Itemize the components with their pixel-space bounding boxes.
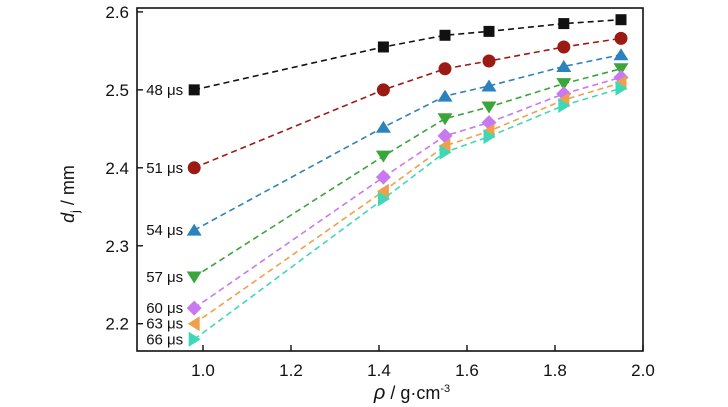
- series-label: 60 μs: [146, 300, 183, 317]
- data-point-circle: [438, 62, 452, 76]
- data-point-triangle-up: [613, 48, 629, 61]
- y-tick-label: 2.5: [105, 81, 129, 100]
- y-tick-label: 2.4: [105, 159, 129, 178]
- data-point-diamond: [186, 300, 202, 316]
- series-label: 48 μs: [146, 82, 183, 99]
- series-label: 63 μs: [146, 316, 183, 333]
- series: [187, 75, 627, 332]
- data-point-triangle-right: [483, 129, 496, 145]
- data-point-triangle-up: [481, 79, 497, 92]
- data-point-circle: [376, 83, 390, 97]
- x-axis-sep: /: [385, 383, 400, 403]
- data-point-triangle-down: [375, 150, 391, 163]
- data-point-triangle-left: [187, 316, 200, 332]
- data-point-square: [615, 14, 627, 26]
- series-label: 57 μs: [146, 269, 183, 286]
- series: [188, 14, 627, 96]
- y-axis-title: dj / mm: [58, 165, 82, 223]
- series-line: [193, 82, 622, 325]
- series-layer: [186, 14, 629, 347]
- series: [186, 63, 629, 284]
- x-tick-label: 1.4: [367, 361, 391, 380]
- data-point-circle: [482, 54, 496, 68]
- data-point-square: [188, 84, 200, 96]
- series: [188, 80, 628, 347]
- series-line: [193, 76, 622, 309]
- data-point-triangle-up: [437, 89, 453, 102]
- x-axis-unit: g·cm: [400, 383, 440, 403]
- x-axis-exponent: -3: [440, 383, 450, 395]
- y-axis-subscript: j: [68, 210, 82, 214]
- data-point-triangle-right: [615, 80, 628, 96]
- data-point-triangle-right: [377, 191, 390, 207]
- data-point-triangle-down: [556, 78, 572, 91]
- y-tick-label: 2.3: [105, 237, 129, 256]
- data-point-triangle-down: [613, 63, 629, 76]
- data-point-triangle-up: [186, 223, 202, 236]
- data-point-circle: [614, 31, 628, 45]
- y-tick-label: 2.6: [105, 3, 129, 22]
- data-point-triangle-down: [481, 101, 497, 114]
- data-point-triangle-down: [186, 271, 202, 284]
- data-point-triangle-up: [375, 120, 391, 133]
- data-point-circle: [557, 40, 571, 54]
- data-point-square: [377, 41, 389, 53]
- series-line: [193, 68, 622, 278]
- data-point-square: [483, 25, 495, 37]
- x-tick-label: 1.0: [191, 361, 215, 380]
- y-axis-unit: mm: [58, 165, 78, 195]
- series: [186, 48, 629, 236]
- x-tick-label: 1.6: [455, 361, 479, 380]
- series: [187, 31, 628, 175]
- data-point-circle: [187, 161, 201, 175]
- y-tick-label: 2.2: [105, 315, 129, 334]
- data-point-triangle-right: [188, 331, 201, 347]
- x-tick-label: 1.2: [279, 361, 303, 380]
- data-point-square: [558, 18, 570, 30]
- y-axis-symbol: d: [58, 212, 78, 223]
- series-line: [193, 37, 622, 169]
- series-label: 51 μs: [146, 160, 183, 177]
- x-tick-label: 1.8: [543, 361, 567, 380]
- data-point-triangle-right: [439, 144, 452, 160]
- data-point-diamond: [375, 169, 391, 185]
- data-point-square: [439, 29, 451, 41]
- data-point-triangle-left: [376, 183, 389, 199]
- x-axis-symbol: ρ: [373, 382, 385, 404]
- series-label: 54 μs: [146, 222, 183, 239]
- data-point-triangle-down: [437, 113, 453, 126]
- data-point-triangle-right: [558, 97, 571, 113]
- series-line: [193, 87, 622, 340]
- series-label: 66 μs: [146, 331, 183, 348]
- data-point-triangle-up: [556, 59, 572, 72]
- x-axis-title: ρ / g·cm-3: [373, 382, 450, 404]
- ticks-layer: 1.0 1.2 1.4 1.6 1.8 2.0 2.2 2.3 2.4 2.5 2.6: [105, 3, 654, 380]
- plot-frame: [136, 7, 644, 352]
- x-tick-label: 2.0: [631, 361, 655, 380]
- series-line: [194, 18, 622, 91]
- y-axis-sep: /: [58, 195, 78, 210]
